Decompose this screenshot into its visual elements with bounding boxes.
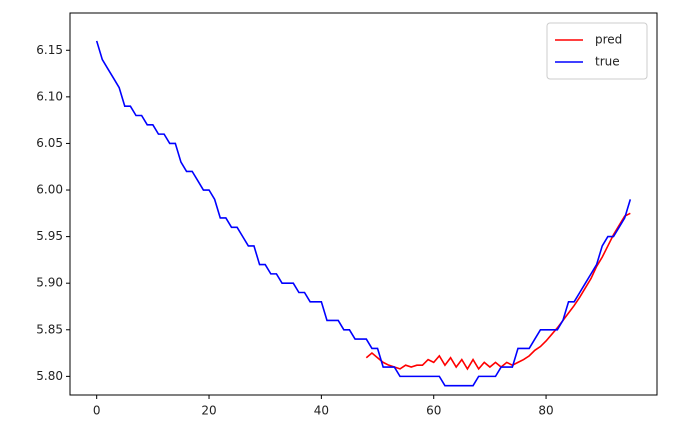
legend-label: pred [595, 33, 622, 47]
y-tick-label: 6.00 [36, 183, 63, 197]
x-tick-label: 80 [538, 404, 553, 418]
legend-label: true [595, 55, 620, 69]
y-tick-label: 5.80 [36, 369, 63, 383]
x-tick-label: 20 [201, 404, 216, 418]
y-tick-label: 5.90 [36, 276, 63, 290]
y-tick-label: 5.85 [36, 322, 63, 336]
y-tick-label: 6.10 [36, 89, 63, 103]
y-tick-label: 6.05 [36, 136, 63, 150]
series-line [95, 40, 632, 387]
x-tick-label: 0 [93, 404, 101, 418]
legend-box [546, 22, 648, 80]
y-tick-label: 5.95 [36, 229, 63, 243]
y-tick-label: 6.15 [36, 43, 63, 57]
x-tick-label: 60 [426, 404, 441, 418]
plot-frame [69, 12, 658, 396]
x-tick-label: 40 [314, 404, 329, 418]
series-line [365, 212, 631, 371]
